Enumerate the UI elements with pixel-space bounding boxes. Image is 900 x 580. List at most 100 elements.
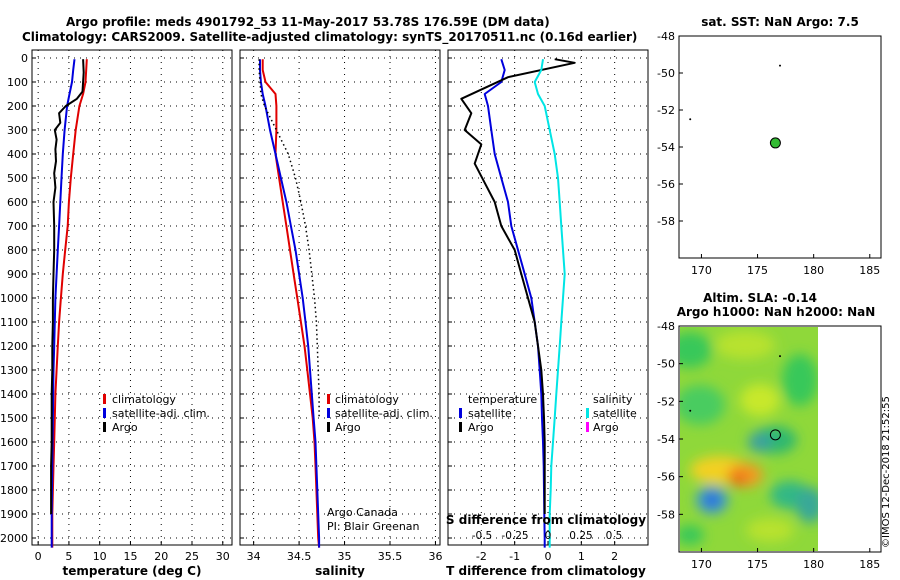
difference-series <box>460 58 576 548</box>
map-minor-mark <box>779 64 781 67</box>
profile-location-point <box>769 429 781 441</box>
x-tick-label: 0 <box>35 550 42 563</box>
depth-tick-label: 2000 <box>0 532 28 545</box>
map2-subtitle: Argo h1000: NaN h2000: NaN <box>677 305 876 319</box>
heatmap-blobs <box>680 331 818 545</box>
depth-tick-label: 200 <box>7 100 28 113</box>
x-tick-label: 35 <box>338 550 352 563</box>
map2-title: Altim. SLA: -0.14 <box>703 291 817 305</box>
depth-tick-label: 500 <box>7 172 28 185</box>
legend-argo-label: Argo <box>112 421 138 434</box>
sla-heatmap <box>680 327 818 551</box>
map1-points <box>689 64 781 149</box>
x-tick-label: 35.5 <box>378 550 403 563</box>
map-x-tick-label: 170 <box>691 264 712 277</box>
x-tick-label: 5 <box>65 550 72 563</box>
salinity-panel: 34 34.5 35 35.5 36 salinity climatology sate… <box>239 49 443 578</box>
difference-legend: temperature satellite Argo salinity sate… <box>459 393 637 434</box>
heat-blob <box>705 493 719 507</box>
x-tick-label: 36 <box>428 550 442 563</box>
legend-sal-argo-swatch <box>586 422 589 432</box>
legend-temperature-title: temperature <box>468 393 537 406</box>
depth-tick-label: 900 <box>7 268 28 281</box>
sla-map: Altim. SLA: -0.14 Argo h1000: NaN h2000:… <box>657 291 882 571</box>
x-tick-label: 30 <box>216 550 230 563</box>
temperature-series <box>50 59 88 548</box>
heat-blob <box>746 518 794 542</box>
salinity-tick-labels: 34 34.5 35 35.5 36 <box>247 550 443 563</box>
temperature-grid <box>32 50 232 545</box>
map-y-tick-label: -50 <box>657 358 675 371</box>
map-y-tick-label: -58 <box>657 215 675 228</box>
map-y-tick-label: -58 <box>657 508 675 521</box>
secondary-axis-ticks: -0.5 -0.25 0 0.25 0.5 <box>472 530 623 542</box>
difference-tick-labels: -2 -1 0 1 2 <box>476 550 618 563</box>
depth-tick-label: 1800 <box>0 484 28 497</box>
s-tick-2: -0.25 <box>501 530 528 542</box>
legend-satellite-label: satellite-adj. clim. <box>335 407 433 420</box>
legend-satellite-label: satellite-adj. clim. <box>112 407 210 420</box>
map2-ticks: 170 175 180 185 -48 -50 -52 -54 -56 -58 <box>657 320 880 571</box>
legend-sal-satellite-label: satellite <box>593 407 637 420</box>
x-tick-label: -2 <box>476 550 487 563</box>
series-satellite-adj-clim- <box>259 59 321 548</box>
map-x-tick-label: 175 <box>747 558 768 571</box>
salinity-grid <box>240 50 440 545</box>
legend-climatology-label: climatology <box>112 393 176 406</box>
legend-temp-argo-label: Argo <box>468 421 494 434</box>
legend-argo-swatch <box>327 422 330 432</box>
legend-argo-label: Argo <box>335 421 361 434</box>
legend-temp-argo-swatch <box>459 422 462 432</box>
heat-blob <box>796 487 818 523</box>
footer-credit: ©IMOS 12-Dec-2018 21:52:55 <box>881 396 892 548</box>
depth-tick-label: 1900 <box>0 508 28 521</box>
map-y-tick-label: -56 <box>657 471 675 484</box>
salinity-xlabel: salinity <box>315 564 365 578</box>
difference-panel: -2 -1 0 1 2 T difference from climatology te… <box>446 49 649 578</box>
map-x-tick-label: 175 <box>747 264 768 277</box>
temperature-legend: climatology satellite-adj. clim. Argo <box>103 393 210 434</box>
x-tick-label: -1 <box>509 550 520 563</box>
depth-tick-label: 800 <box>7 244 28 257</box>
x-tick-label: 34 <box>247 550 261 563</box>
temperature-xlabel: temperature (deg C) <box>63 564 202 578</box>
heat-blob <box>715 331 775 359</box>
map-minor-mark <box>689 118 692 121</box>
heat-blob <box>740 384 780 416</box>
map-x-tick-label: 180 <box>803 264 824 277</box>
heat-blob <box>729 472 747 486</box>
series-argo <box>460 58 576 514</box>
series-argo <box>50 59 85 514</box>
temperature-tick-labels: 0 5 10 15 20 25 30 <box>35 550 230 563</box>
map-y-tick-label: -54 <box>657 433 675 446</box>
x-tick-label: 15 <box>123 550 137 563</box>
s-tick-1: -0.5 <box>472 530 493 542</box>
salinity-legend: climatology satellite-adj. clim. Argo <box>327 393 433 434</box>
map-x-tick-label: 170 <box>691 558 712 571</box>
legend-sal-satellite-swatch <box>586 408 589 418</box>
salinity-axes-box <box>239 49 441 546</box>
x-tick-label: 2 <box>611 550 618 563</box>
depth-tick-label: 1700 <box>0 460 28 473</box>
depth-tick-label: 700 <box>7 220 28 233</box>
map-y-tick-label: -56 <box>657 178 675 191</box>
legend-climatology-swatch <box>327 394 330 404</box>
map1-axes-box <box>678 35 882 259</box>
map-x-tick-label: 185 <box>859 264 880 277</box>
depth-tick-labels: 0 100 200 300 400 500 600 700 800 900 1000 1100 1200… <box>0 52 28 545</box>
position-map: sat. SST: NaN Argo: 7.5 170 175 180 185 -48 -… <box>657 15 882 277</box>
difference-xlabel: T difference from climatology <box>446 564 646 578</box>
map-y-tick-label: -54 <box>657 141 675 154</box>
depth-tick-label: 1600 <box>0 436 28 449</box>
heat-blob <box>680 385 725 425</box>
legend-satellite-swatch <box>327 408 330 418</box>
depth-tick-label: 1400 <box>0 388 28 401</box>
x-tick-label: 20 <box>154 550 168 563</box>
map-y-tick-label: -52 <box>657 395 675 408</box>
depth-tick-label: 0 <box>21 52 28 65</box>
series-argo <box>258 59 320 418</box>
s-tick-3: 0 <box>545 530 552 542</box>
legend-temp-satellite-swatch <box>459 408 462 418</box>
map-y-tick-label: -52 <box>657 104 675 117</box>
